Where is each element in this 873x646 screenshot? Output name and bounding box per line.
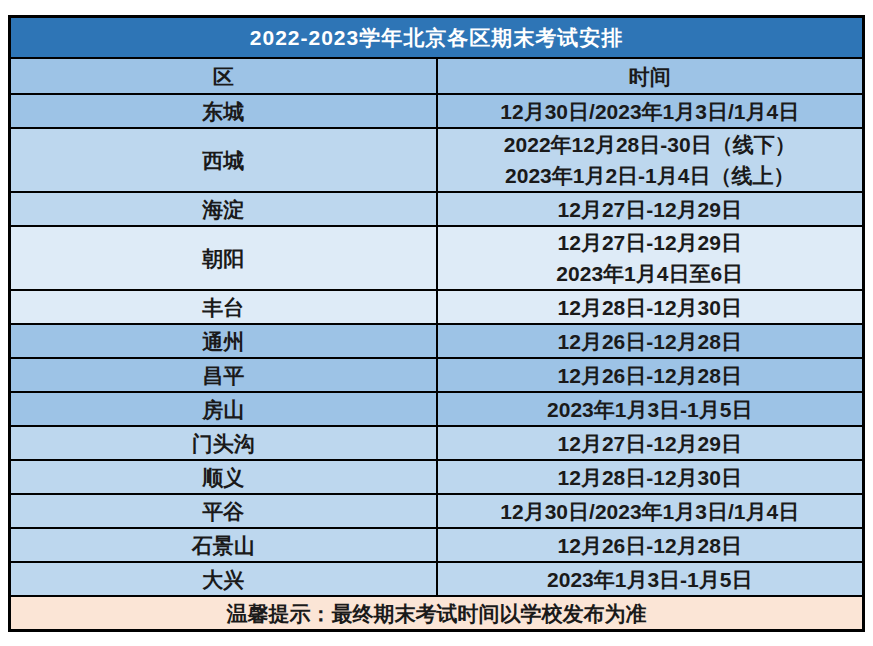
time-line: 12月30日/2023年1月3日/1月4日 [438,96,863,127]
time-line: 12月27日-12月29日 [438,428,863,459]
table-row: 顺义 12月28日-12月30日 [10,460,864,494]
time-line: 12月26日-12月28日 [438,326,863,357]
region-cell: 顺义 [10,460,437,494]
region-cell: 海淀 [10,192,437,226]
column-header-region: 区 [10,58,437,94]
table-row: 石景山 12月26日-12月28日 [10,528,864,562]
region-cell: 西城 [10,128,437,192]
page: 2022-2023学年北京各区期末考试安排 区 时间 东城 12月30日/202… [0,0,873,646]
time-cell: 2023年1月3日-1月5日 [437,392,864,426]
time-line: 12月28日-12月30日 [438,462,863,493]
time-line: 2022年12月28日-30日（线下） [438,129,863,160]
time-cell: 12月27日-12月29日2023年1月4日至6日 [437,226,864,290]
footer-note: 温馨提示：最终期末考试时间以学校发布为准 [10,596,864,631]
time-line: 2023年1月4日至6日 [438,258,863,289]
region-cell: 门头沟 [10,426,437,460]
column-header-time: 时间 [437,58,864,94]
time-cell: 12月26日-12月28日 [437,358,864,392]
region-cell: 平谷 [10,494,437,528]
time-cell: 12月26日-12月28日 [437,324,864,358]
time-line: 12月26日-12月28日 [438,360,863,391]
time-line: 12月27日-12月29日 [438,194,863,225]
title-row: 2022-2023学年北京各区期末考试安排 [10,17,864,59]
footer-row: 温馨提示：最终期末考试时间以学校发布为准 [10,596,864,631]
time-line: 12月26日-12月28日 [438,530,863,561]
time-cell: 12月27日-12月29日 [437,426,864,460]
time-cell: 12月26日-12月28日 [437,528,864,562]
time-cell: 12月27日-12月29日 [437,192,864,226]
time-line: 12月27日-12月29日 [438,227,863,258]
table-row: 平谷 12月30日/2023年1月3日/1月4日 [10,494,864,528]
region-cell: 东城 [10,94,437,128]
region-cell: 通州 [10,324,437,358]
region-cell: 朝阳 [10,226,437,290]
table-row: 东城 12月30日/2023年1月3日/1月4日 [10,94,864,128]
time-line: 12月28日-12月30日 [438,292,863,323]
table-row: 海淀 12月27日-12月29日 [10,192,864,226]
time-line: 2023年1月2日-1月4日（线上） [438,160,863,191]
time-line: 12月30日/2023年1月3日/1月4日 [438,496,863,527]
region-cell: 丰台 [10,290,437,324]
time-cell: 12月28日-12月30日 [437,290,864,324]
time-cell: 2023年1月3日-1月5日 [437,562,864,596]
table-row: 丰台 12月28日-12月30日 [10,290,864,324]
region-cell: 大兴 [10,562,437,596]
table-body: 东城 12月30日/2023年1月3日/1月4日 西城 2022年12月28日-… [10,94,864,596]
table-title: 2022-2023学年北京各区期末考试安排 [10,17,864,59]
time-cell: 12月30日/2023年1月3日/1月4日 [437,94,864,128]
table-row: 通州 12月26日-12月28日 [10,324,864,358]
time-cell: 2022年12月28日-30日（线下）2023年1月2日-1月4日（线上） [437,128,864,192]
region-cell: 昌平 [10,358,437,392]
time-cell: 12月28日-12月30日 [437,460,864,494]
table-row: 门头沟 12月27日-12月29日 [10,426,864,460]
exam-schedule-table: 2022-2023学年北京各区期末考试安排 区 时间 东城 12月30日/202… [8,15,865,632]
time-cell: 12月30日/2023年1月3日/1月4日 [437,494,864,528]
time-line: 2023年1月3日-1月5日 [438,564,863,595]
table-row: 西城 2022年12月28日-30日（线下）2023年1月2日-1月4日（线上） [10,128,864,192]
region-cell: 石景山 [10,528,437,562]
table-row: 大兴 2023年1月3日-1月5日 [10,562,864,596]
header-row: 区 时间 [10,58,864,94]
region-cell: 房山 [10,392,437,426]
table-row: 房山 2023年1月3日-1月5日 [10,392,864,426]
table-row: 朝阳 12月27日-12月29日2023年1月4日至6日 [10,226,864,290]
time-line: 2023年1月3日-1月5日 [438,394,863,425]
table-row: 昌平 12月26日-12月28日 [10,358,864,392]
